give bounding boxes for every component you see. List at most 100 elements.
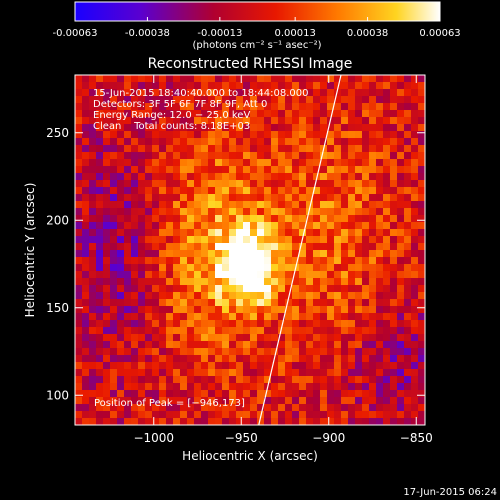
heatmap-cell — [264, 355, 272, 363]
heatmap-cell — [159, 187, 167, 195]
heatmap-cell — [194, 236, 202, 244]
heatmap-cell — [292, 159, 300, 167]
heatmap-cell — [271, 418, 279, 425]
heatmap-cell — [229, 180, 237, 188]
heatmap-cell — [327, 313, 335, 321]
heatmap-cell — [327, 152, 335, 160]
heatmap-cell — [215, 383, 223, 391]
heatmap-cell — [201, 397, 209, 405]
heatmap-cell — [201, 208, 209, 216]
heatmap-cell — [180, 292, 188, 300]
heatmap-cell — [278, 89, 286, 97]
heatmap-cell — [110, 159, 118, 167]
heatmap-cell — [89, 145, 97, 153]
heatmap-cell — [264, 201, 272, 209]
heatmap-cell — [124, 110, 132, 118]
heatmap-cell — [327, 173, 335, 181]
heatmap-cell — [222, 201, 230, 209]
heatmap-cell — [131, 194, 139, 202]
heatmap-cell — [208, 124, 216, 132]
heatmap-cell — [397, 236, 405, 244]
heatmap-cell — [292, 96, 300, 104]
heatmap-cell — [257, 292, 265, 300]
heatmap-cell — [285, 411, 293, 419]
heatmap-cell — [194, 152, 202, 160]
heatmap-cell — [383, 411, 391, 419]
heatmap-cell — [96, 341, 104, 349]
heatmap-cell — [355, 334, 363, 342]
heatmap-cell — [299, 75, 307, 83]
heatmap-cell — [138, 355, 146, 363]
heatmap-cell — [278, 362, 286, 370]
heatmap-cell — [145, 334, 153, 342]
heatmap-cell — [110, 117, 118, 125]
heatmap-cell — [201, 355, 209, 363]
heatmap-cell — [208, 173, 216, 181]
heatmap-cell — [159, 327, 167, 335]
heatmap-cell — [383, 327, 391, 335]
heatmap-cell — [138, 334, 146, 342]
heatmap-cell — [194, 341, 202, 349]
heatmap-cell — [411, 278, 419, 286]
heatmap-cell — [236, 159, 244, 167]
heatmap-cell — [264, 110, 272, 118]
heatmap-cell — [376, 82, 384, 90]
heatmap-cell — [96, 201, 104, 209]
heatmap-cell — [278, 138, 286, 146]
heatmap-cell — [376, 334, 384, 342]
heatmap-cell — [390, 138, 398, 146]
heatmap-cell — [264, 376, 272, 384]
heatmap-cell — [180, 369, 188, 377]
heatmap-cell — [180, 397, 188, 405]
heatmap-cell — [138, 397, 146, 405]
heatmap-cell — [89, 355, 97, 363]
heatmap-cell — [418, 138, 425, 146]
heatmap-cell — [82, 404, 90, 412]
heatmap-cell — [173, 236, 181, 244]
heatmap-cell — [369, 264, 377, 272]
heatmap-cell — [299, 222, 307, 230]
heatmap-cell — [404, 131, 412, 139]
heatmap-cell — [292, 208, 300, 216]
heatmap-cell — [404, 201, 412, 209]
heatmap-cell — [292, 313, 300, 321]
heatmap-cell — [103, 327, 111, 335]
heatmap-cell — [299, 418, 307, 425]
heatmap-cell — [89, 348, 97, 356]
heatmap-cell — [194, 362, 202, 370]
heatmap-cell — [145, 145, 153, 153]
heatmap-cell — [215, 138, 223, 146]
heatmap-cell — [299, 257, 307, 265]
heatmap-cell — [418, 75, 425, 83]
heatmap-cell — [166, 285, 174, 293]
heatmap-cell — [117, 145, 125, 153]
heatmap-cell — [404, 75, 412, 83]
heatmap-cell — [89, 285, 97, 293]
heatmap-cell — [411, 250, 419, 258]
heatmap-cell — [278, 327, 286, 335]
heatmap-cell — [383, 264, 391, 272]
heatmap-cell — [117, 229, 125, 237]
heatmap-cell — [250, 264, 258, 272]
heatmap-cell — [404, 271, 412, 279]
heatmap-cell — [418, 390, 425, 398]
heatmap-cell — [96, 166, 104, 174]
heatmap-cell — [285, 159, 293, 167]
heatmap-cell — [418, 313, 425, 321]
heatmap-cell — [418, 271, 425, 279]
heatmap-cell — [383, 229, 391, 237]
heatmap-cell — [124, 166, 132, 174]
heatmap-cell — [355, 320, 363, 328]
heatmap-cell — [341, 334, 349, 342]
heatmap-cell — [75, 236, 83, 244]
heatmap-cell — [222, 131, 230, 139]
heatmap-cell — [257, 138, 265, 146]
heatmap-cell — [215, 250, 223, 258]
heatmap-cell — [376, 208, 384, 216]
heatmap-cell — [229, 383, 237, 391]
heatmap-cell — [411, 166, 419, 174]
heatmap-cell — [292, 180, 300, 188]
heatmap-cell — [131, 376, 139, 384]
heatmap-cell — [320, 215, 328, 223]
heatmap-cell — [341, 208, 349, 216]
